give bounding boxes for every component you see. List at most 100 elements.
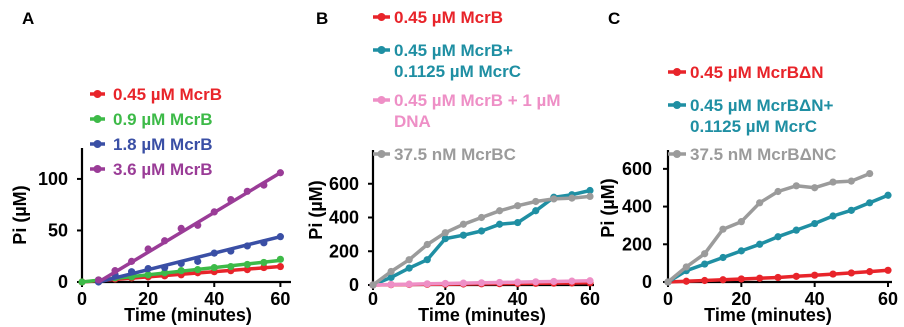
data-point: [586, 277, 594, 285]
legend-entry: 0.45 µM McrB+ 0.1125 µM McrC: [394, 41, 521, 81]
data-point: [829, 270, 837, 278]
data-point: [847, 177, 855, 185]
legend-entry: 1.8 µM McrB: [113, 135, 213, 154]
y-tick-label: 0: [349, 275, 359, 295]
data-point: [127, 257, 136, 265]
data-point: [369, 281, 377, 289]
legend-entry-line: 0.45 µM McrBΔN: [690, 63, 824, 82]
data-point: [441, 229, 449, 237]
data-point: [495, 207, 504, 215]
legend-entry-line: 37.5 nM McrBC: [394, 145, 516, 164]
y-tick-label: 100: [38, 169, 68, 189]
x-tick-label: 60: [878, 289, 898, 309]
data-point: [792, 226, 800, 234]
y-axis-label: Pi (µM): [306, 180, 326, 239]
data-point: [532, 278, 540, 286]
data-point: [737, 218, 745, 226]
data-point: [719, 253, 727, 262]
panel-letter-a: A: [22, 9, 34, 28]
legend-swatch-marker: [93, 165, 102, 173]
x-tick-label: 0: [368, 289, 378, 309]
legend-swatch-marker: [93, 140, 102, 148]
data-point: [260, 239, 268, 247]
legend-swatch-marker: [673, 101, 681, 109]
data-point: [387, 267, 395, 276]
legend-entry: 0.9 µM McrB: [113, 110, 213, 129]
data-point: [719, 276, 727, 284]
data-point: [227, 195, 235, 204]
data-point: [177, 267, 185, 275]
data-point: [756, 274, 764, 282]
y-tick-label: 200: [622, 234, 652, 254]
panel-letter-b: B: [316, 9, 328, 28]
data-point: [161, 269, 169, 277]
data-point: [276, 233, 284, 241]
y-tick-label: 0: [642, 272, 652, 292]
y-tick-label: 600: [622, 159, 652, 179]
data-point: [260, 263, 268, 272]
data-point: [260, 258, 268, 267]
data-point: [811, 184, 819, 192]
data-point: [111, 267, 119, 275]
y-tick-label: 600: [329, 174, 359, 194]
legend-entry-line: 0.45 µM McrB: [113, 85, 222, 104]
y-axis-label: Pi (µM): [598, 178, 618, 237]
legend-entry-line: 37.5 nM McrBΔNC: [690, 145, 836, 164]
data-point: [682, 277, 690, 285]
legend-entry: 0.45 µM McrB: [394, 8, 503, 27]
x-axis-label: Time (minutes): [704, 305, 832, 325]
legend-entry: 0.45 µM McrBΔN+ 0.1125 µM McrC: [690, 96, 833, 136]
data-point: [811, 219, 819, 228]
data-point: [210, 208, 218, 216]
legend-entry: 0.45 µM McrB + 1 µM DNA: [394, 91, 561, 131]
legend-entry-line: 3.6 µM McrB: [113, 160, 213, 179]
legend-swatch-marker: [93, 90, 102, 98]
data-point: [701, 260, 709, 268]
y-tick-label: 0: [58, 272, 68, 292]
data-point: [811, 271, 819, 279]
data-point: [829, 178, 837, 186]
data-point: [227, 247, 235, 255]
data-point: [194, 257, 202, 265]
data-point: [532, 197, 540, 206]
legend-entry-line: 0.9 µM McrB: [113, 110, 213, 129]
x-tick-label: 40: [805, 289, 825, 309]
x-axis-label: Time (minutes): [418, 305, 546, 325]
data-point: [847, 269, 855, 277]
data-point: [177, 224, 185, 232]
data-point: [774, 187, 782, 196]
data-point: [243, 266, 251, 274]
data-point: [477, 227, 486, 235]
data-point: [144, 245, 152, 253]
data-point: [847, 206, 855, 214]
x-tick-label: 60: [270, 289, 290, 309]
data-point: [405, 264, 413, 272]
data-point: [514, 218, 522, 227]
data-point: [701, 276, 709, 285]
data-point: [586, 192, 594, 201]
data-point: [227, 262, 235, 271]
data-point: [243, 260, 251, 269]
legend-entry-line: 1.8 µM McrB: [113, 135, 213, 154]
series-line-1: [372, 188, 591, 287]
data-point: [682, 263, 690, 271]
data-point: [387, 280, 395, 289]
data-point: [276, 255, 284, 263]
data-point: [260, 181, 268, 189]
legend-swatch-marker: [377, 96, 386, 104]
data-point: [737, 247, 745, 255]
data-point: [127, 268, 136, 276]
legend-swatch-marker: [377, 46, 386, 54]
x-tick-label: 20: [731, 289, 751, 309]
legend-swatch-marker: [673, 68, 681, 76]
data-point: [495, 220, 504, 228]
axes-c: [666, 150, 892, 284]
data-point: [568, 194, 576, 202]
data-point: [550, 195, 558, 203]
data-point: [459, 231, 468, 239]
data-point: [441, 234, 449, 243]
data-point: [884, 266, 892, 274]
y-tick-label: 200: [329, 241, 359, 261]
data-point: [459, 220, 468, 228]
x-tick-label: 40: [204, 289, 224, 309]
